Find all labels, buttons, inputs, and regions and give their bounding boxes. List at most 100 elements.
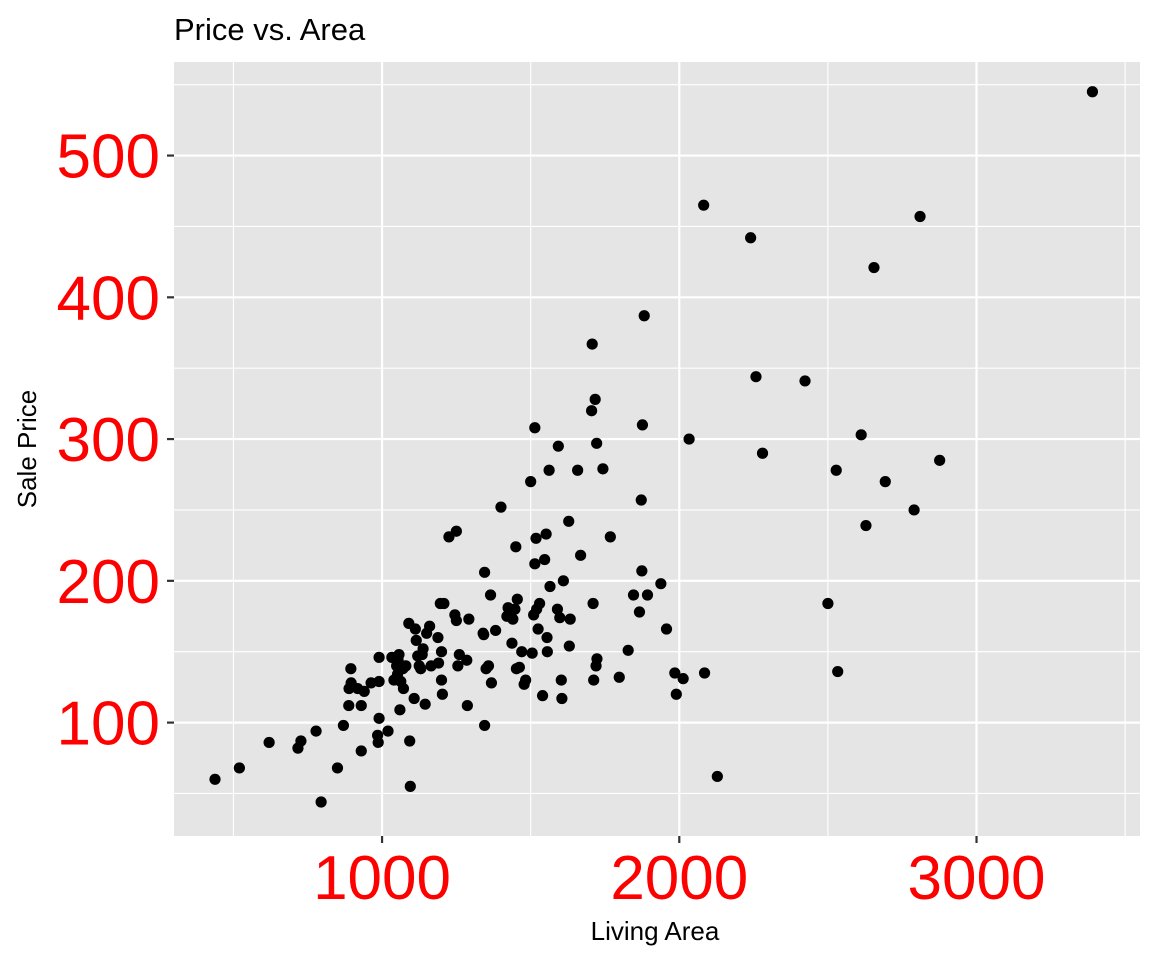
data-point: [513, 661, 525, 673]
data-point: [510, 541, 522, 553]
data-point: [879, 476, 891, 488]
data-point: [526, 647, 538, 659]
minor-gridlines: [174, 62, 1140, 836]
x-tick-label: 3000: [908, 844, 1046, 913]
data-point: [636, 565, 648, 577]
data-point: [463, 613, 475, 625]
data-point: [540, 528, 552, 540]
data-point: [507, 613, 519, 625]
data-point: [552, 440, 564, 452]
data-point: [591, 437, 603, 449]
data-point: [372, 736, 384, 749]
data-point: [670, 688, 682, 700]
data-point: [409, 623, 421, 635]
y-axis-title: Sale Price: [12, 390, 42, 509]
data-point: [597, 463, 609, 475]
data-point: [832, 665, 844, 678]
data-point: [484, 589, 497, 601]
data-point: [355, 745, 367, 757]
data-point: [373, 712, 385, 724]
data-point: [373, 675, 385, 688]
data-point: [397, 682, 410, 695]
data-point: [373, 651, 385, 663]
data-point: [530, 532, 542, 544]
data-point: [511, 593, 523, 605]
data-point: [589, 393, 601, 405]
data-point: [564, 613, 576, 625]
data-point: [345, 663, 357, 675]
data-point: [331, 762, 344, 774]
data-point: [586, 338, 598, 350]
data-point: [908, 504, 920, 516]
data-point: [529, 422, 541, 434]
data-point: [393, 648, 405, 661]
data-point: [698, 199, 710, 211]
data-point: [588, 674, 600, 686]
data-point: [711, 770, 723, 783]
data-point: [315, 796, 327, 808]
data-point: [450, 525, 462, 537]
data-point: [860, 519, 872, 532]
data-point: [506, 637, 518, 649]
data-point: [551, 603, 564, 615]
data-point: [591, 653, 603, 665]
data-point: [355, 699, 367, 712]
major-gridlines: [174, 62, 1140, 836]
data-point: [563, 640, 575, 652]
y-tick-label: 500: [57, 123, 160, 192]
data-point: [452, 660, 464, 672]
data-point: [478, 629, 490, 641]
data-point: [415, 663, 427, 675]
data-point: [432, 631, 444, 644]
data-point: [622, 644, 634, 656]
data-point: [536, 690, 549, 702]
x-tick-label: 2000: [610, 844, 748, 913]
data-point: [934, 454, 946, 466]
data-point: [495, 501, 507, 513]
y-tick-label: 400: [57, 264, 160, 333]
y-tick-label: 100: [57, 690, 160, 759]
data-point: [436, 688, 448, 700]
data-point: [490, 624, 502, 637]
x-tick-label: 1000: [313, 844, 451, 913]
data-point: [627, 589, 640, 601]
data-point: [479, 566, 491, 578]
data-point: [914, 210, 926, 223]
data-point: [209, 773, 221, 785]
data-point: [698, 667, 711, 679]
y-axis: 100 200 300 400 500: [57, 123, 174, 759]
data-point: [343, 699, 355, 712]
data-point: [382, 725, 394, 737]
data-point: [633, 606, 646, 618]
data-point: [310, 725, 322, 737]
data-point: [479, 719, 491, 732]
data-point: [586, 405, 598, 417]
data-point: [641, 589, 654, 601]
data-point: [400, 660, 412, 672]
data-point: [635, 494, 647, 506]
x-axis-title: Living Area: [591, 916, 720, 946]
data-point: [636, 419, 649, 431]
data-point: [435, 646, 448, 658]
data-point: [660, 623, 673, 635]
data-point: [424, 620, 436, 632]
data-point: [683, 433, 695, 445]
data-point: [529, 558, 541, 570]
data-point: [604, 531, 616, 543]
data-point: [563, 515, 575, 527]
data-point: [509, 603, 521, 615]
data-point: [677, 673, 689, 685]
data-point: [263, 736, 275, 749]
data-point: [1086, 86, 1099, 98]
data-point: [575, 549, 587, 561]
data-point: [572, 464, 584, 476]
data-point: [404, 780, 416, 792]
data-point: [855, 429, 867, 441]
data-point: [541, 646, 553, 658]
data-point: [532, 623, 544, 635]
data-point: [556, 692, 568, 705]
data-point: [541, 631, 553, 644]
chart-title: Price vs. Area: [174, 12, 366, 47]
data-point: [461, 699, 473, 712]
data-point: [533, 597, 546, 610]
